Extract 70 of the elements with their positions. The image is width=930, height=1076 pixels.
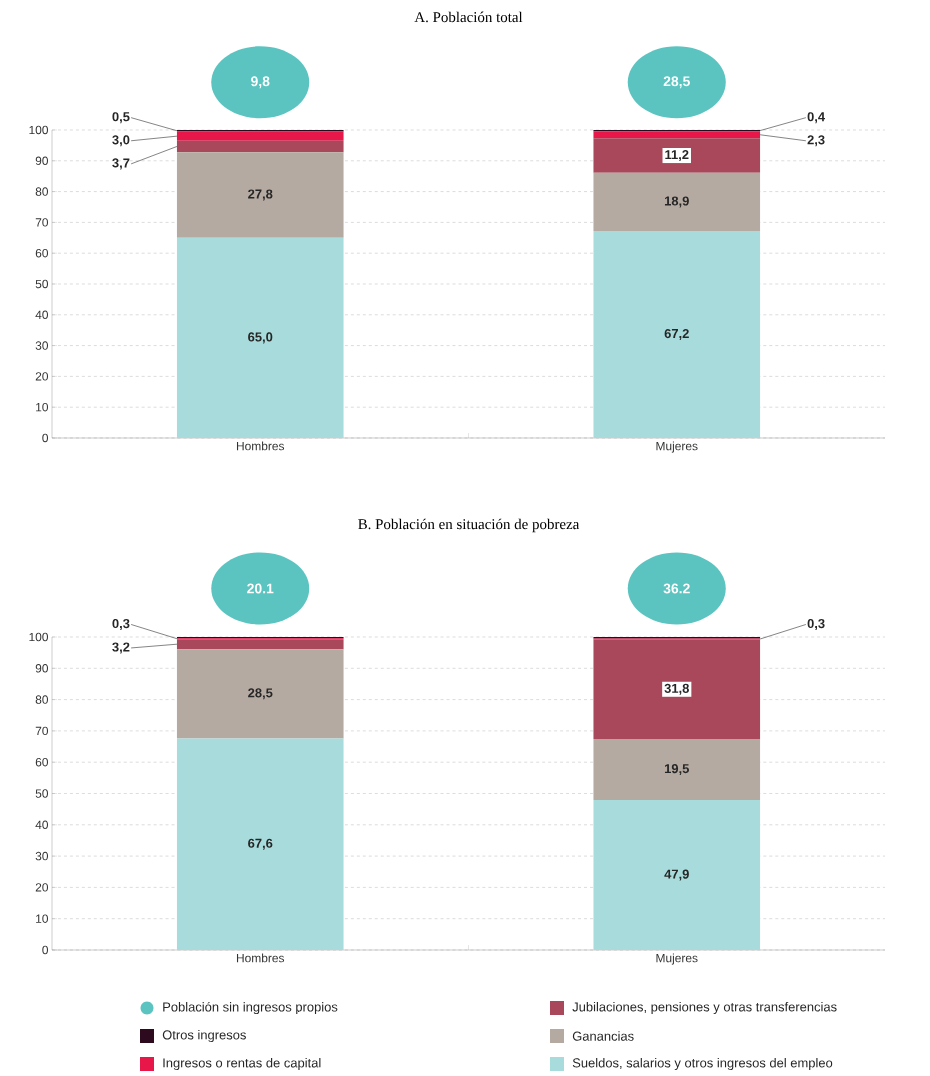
bar: [593, 138, 761, 173]
bar: [593, 131, 761, 139]
y-tick-label: 90: [35, 156, 49, 166]
y-tick-label: 50: [35, 279, 49, 289]
y-tick-label: 100: [29, 632, 49, 642]
bar: [176, 649, 344, 739]
data-label: 65,0: [248, 332, 273, 344]
legend-label: Sueldos, salarios y otros ingresos del empleo: [572, 1057, 833, 1071]
y-tick-label: 70: [35, 726, 49, 736]
x-tick-label: Hombres: [236, 953, 285, 963]
y-tick-label: 80: [35, 695, 49, 704]
data-label: 0,5: [112, 112, 130, 124]
bar: [593, 800, 761, 950]
y-tick-label: 20: [35, 372, 49, 381]
y-tick-label: 90: [35, 664, 49, 673]
data-label: 0,3: [112, 618, 130, 630]
bar: [593, 172, 761, 232]
y-tick-label: 100: [29, 125, 49, 135]
data-label: 67,2: [664, 328, 689, 341]
chart-title: B. Población en situación de pobreza: [358, 518, 580, 533]
y-tick-label: 80: [35, 187, 49, 196]
bar: [176, 237, 344, 438]
text: 20.1: [247, 583, 274, 594]
data-label: 2,3: [807, 135, 825, 147]
data-label: 0,3: [807, 618, 825, 630]
y-tick-label: 30: [35, 341, 49, 350]
data-label: 47,9: [664, 869, 689, 881]
data-label: 28,5: [248, 688, 273, 700]
legend-label: Ganancias: [572, 1031, 634, 1041]
y-tick-label: 0: [42, 945, 49, 955]
x-tick-label: Mujeres: [656, 953, 698, 965]
text: 36.2: [663, 583, 690, 594]
bar: [176, 140, 344, 153]
bar: [593, 639, 761, 740]
data-label: 3,7: [112, 158, 130, 170]
y-tick-label: 50: [35, 789, 49, 798]
data-label: 31,8: [664, 683, 689, 695]
text: Población sin ingresos propios: [163, 1001, 338, 1015]
y-tick-label: 40: [35, 820, 49, 830]
bar: [176, 639, 344, 650]
data-label: 3,0: [112, 135, 130, 147]
text: 9,8: [251, 76, 270, 89]
data-label: 18,9: [664, 196, 689, 208]
x-tick-label: Mujeres: [656, 441, 698, 453]
y-tick-label: 10: [36, 402, 49, 412]
bar: [176, 152, 344, 238]
chart-title: A. Población total: [414, 11, 523, 23]
y-tick-label: 0: [42, 433, 49, 443]
y-tick-label: 70: [35, 218, 49, 227]
data-label: 27,8: [248, 189, 273, 201]
y-tick-label: 30: [35, 851, 49, 861]
legend-label: Jubilaciones, pensiones y otras transferencias: [572, 1001, 837, 1015]
data-label: 0,4: [807, 112, 826, 124]
bar: [593, 739, 761, 801]
data-label: 19,5: [664, 764, 689, 776]
legend-label: Otros ingresos: [162, 1029, 246, 1043]
y-tick-label: 60: [35, 757, 49, 767]
y-tick-label: 10: [36, 914, 49, 923]
data-label: 3,2: [112, 642, 130, 654]
bar: [593, 231, 761, 438]
y-tick-label: 40: [35, 310, 49, 320]
y-tick-label: 60: [35, 248, 49, 258]
y-tick-label: 20: [35, 883, 49, 892]
bar: [176, 738, 344, 950]
data-label: 67,6: [248, 838, 273, 850]
data-label: 11,2: [665, 150, 689, 162]
x-tick-label: Hombres: [236, 441, 285, 451]
legend-label: Ingresos o rentas de capital: [163, 1057, 321, 1071]
bar: [176, 131, 344, 141]
text: 28,5: [663, 76, 690, 89]
